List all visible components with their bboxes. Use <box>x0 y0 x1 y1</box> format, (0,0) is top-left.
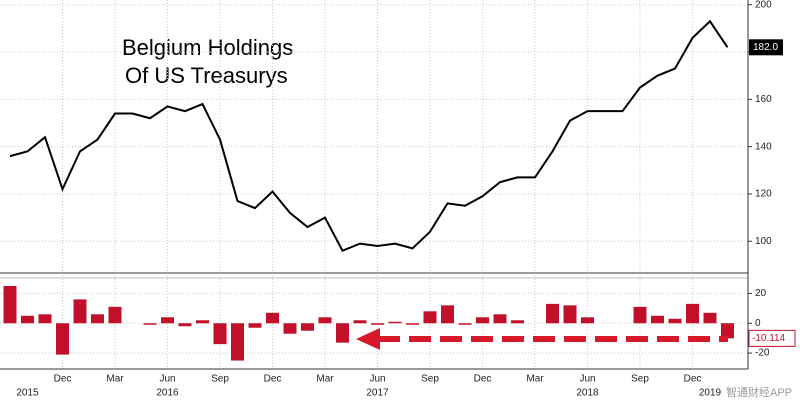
x-year-label: 2015 <box>16 388 39 399</box>
bar <box>318 317 332 324</box>
y-tick-label: 120 <box>755 189 772 200</box>
bar <box>721 323 734 339</box>
x-tick-label: Dec <box>684 374 702 385</box>
x-year-label: 2018 <box>576 388 599 399</box>
y-tick-label: 200 <box>755 0 772 10</box>
bar <box>651 315 664 324</box>
x-tick-label: Mar <box>316 374 334 385</box>
bar <box>161 317 174 324</box>
bar <box>633 306 647 324</box>
bar <box>581 317 594 324</box>
x-tick-label: Jun <box>369 374 385 385</box>
x-tick-label: Mar <box>106 374 124 385</box>
x-tick-label: Sep <box>421 374 439 385</box>
last-value-tag <box>749 39 783 56</box>
x-tick-label: Mar <box>526 374 544 385</box>
bar <box>3 285 17 324</box>
bar <box>476 317 489 324</box>
last-value-label: 182.0 <box>753 42 778 53</box>
x-tick-label: Dec <box>54 374 72 385</box>
x-year-label: 2017 <box>366 388 389 399</box>
bar <box>38 314 52 324</box>
y-tick-label: 100 <box>755 236 772 247</box>
bar <box>336 323 349 343</box>
bar <box>388 321 402 324</box>
bar <box>283 323 297 334</box>
x-tick-label: Dec <box>264 374 282 385</box>
bar <box>301 323 314 331</box>
y-tick-label: 20 <box>755 288 767 299</box>
bar <box>91 314 104 324</box>
bar <box>266 312 279 324</box>
bar <box>441 305 454 324</box>
bar <box>353 320 367 324</box>
bar <box>563 305 577 324</box>
x-tick-label: Sep <box>631 374 649 385</box>
last-value-label: -10.114 <box>752 333 786 344</box>
bar <box>178 323 192 327</box>
bar <box>56 323 69 355</box>
x-tick-label: Sep <box>211 374 229 385</box>
bar <box>686 303 699 324</box>
bar <box>458 323 472 325</box>
x-tick-label: Dec <box>474 374 492 385</box>
bar <box>406 323 419 325</box>
bar <box>231 323 244 361</box>
bar <box>143 323 157 325</box>
y-tick-label: 0 <box>755 318 761 329</box>
x-year-label: 2016 <box>156 388 179 399</box>
bar <box>108 306 122 324</box>
bar <box>371 323 384 325</box>
chart-title: Of US Treasurys <box>125 63 288 88</box>
y-tick-label: -20 <box>755 348 770 359</box>
chart-title: Belgium Holdings <box>122 35 293 60</box>
bar <box>668 318 682 324</box>
last-value-tag <box>748 329 796 347</box>
bar <box>423 311 437 324</box>
bar <box>546 303 559 324</box>
bar <box>196 320 209 324</box>
bar <box>73 299 87 324</box>
line-series <box>9 19 729 252</box>
bar <box>248 323 262 328</box>
watermark: 智通财经APP <box>726 385 792 399</box>
y-tick-label: 160 <box>755 94 772 105</box>
bar <box>21 315 34 324</box>
bar <box>213 323 227 345</box>
bar <box>493 314 507 324</box>
annotation-arrow <box>356 328 728 350</box>
x-tick-label: Jun <box>159 374 175 385</box>
bar <box>703 312 717 324</box>
y-tick-label: 140 <box>755 141 772 152</box>
bar <box>511 320 524 324</box>
x-tick-label: Jun <box>579 374 595 385</box>
x-year-label: 2019 <box>699 388 722 399</box>
